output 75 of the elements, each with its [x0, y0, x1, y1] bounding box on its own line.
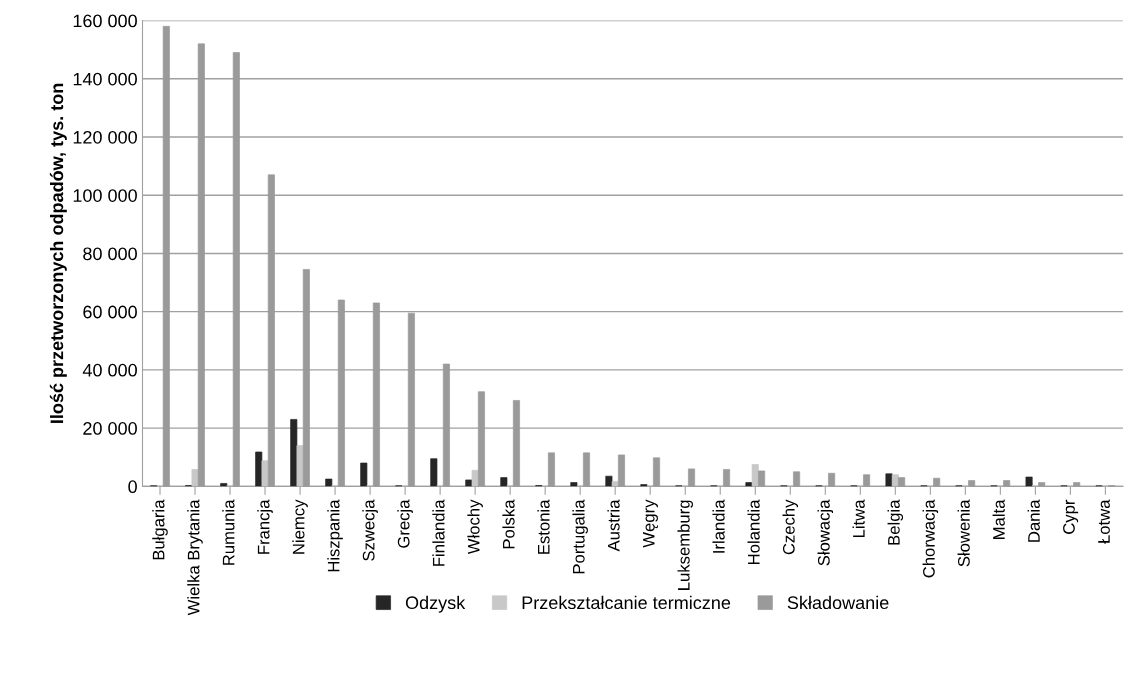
- y-tick-label: 120 000: [73, 130, 137, 144]
- bar: [547, 452, 555, 487]
- x-tick-label: Węgry: [643, 499, 658, 548]
- x-tick-label: Luksemburg: [677, 500, 693, 590]
- x-tick-label: Czechy: [782, 499, 799, 555]
- bar: [570, 482, 578, 487]
- x-tick-label: Irlandia: [712, 499, 725, 553]
- bar: [863, 474, 871, 487]
- y-tick-label: 60 000: [83, 305, 137, 319]
- bar: [891, 474, 899, 487]
- x-tick-label: Słowenia: [957, 499, 970, 567]
- bar: [751, 464, 759, 487]
- bar: [430, 458, 438, 487]
- bar: [968, 480, 976, 487]
- bar: [611, 481, 619, 487]
- x-tick-label: Litwa: [852, 499, 865, 538]
- x-tick-label: Holandia: [747, 499, 760, 564]
- bar: [255, 451, 263, 487]
- bar: [933, 477, 941, 487]
- bar: [617, 454, 625, 487]
- y-axis-title: Ilość przetworzonych odpadów, tys. ton: [49, 83, 67, 423]
- x-tick-label: Wielka Brytania: [187, 499, 203, 616]
- bar: [653, 457, 661, 487]
- x-tick-label: Niemcy: [292, 499, 308, 554]
- x-tick-label: Bułgaria: [152, 499, 168, 560]
- y-tick-label: 40 000: [82, 363, 137, 377]
- bar: [582, 452, 590, 487]
- bar: [605, 475, 613, 487]
- x-tick-label: Estonia: [537, 499, 550, 554]
- legend-label: Przekształcanie termiczne: [522, 595, 731, 610]
- x-tick-label: Łotwa: [1098, 499, 1110, 544]
- x-tick-label: Cypr: [1063, 499, 1079, 534]
- bar: [191, 469, 199, 487]
- bar: [290, 419, 298, 487]
- x-tick-label: Rumunia: [222, 499, 235, 565]
- bar: [1003, 480, 1011, 487]
- bar: [325, 478, 333, 487]
- legend-label: Odzysk: [405, 595, 466, 613]
- x-tick-label: Austria: [607, 499, 620, 552]
- bar: [360, 462, 368, 487]
- y-tick-label: 100 000: [73, 189, 137, 202]
- x-tick-label: Hiszpania: [327, 499, 343, 572]
- x-tick-label: Belgia: [887, 499, 904, 545]
- bar: [898, 477, 906, 487]
- x-tick-label: Grecja: [397, 499, 413, 548]
- bar: [296, 445, 304, 487]
- bar: [688, 468, 696, 487]
- y-tick-label: 20 000: [83, 422, 137, 435]
- bar: [758, 470, 766, 487]
- bar: [1025, 476, 1033, 487]
- legend-label: Składowanie: [787, 595, 889, 610]
- y-tick-label: 80 000: [83, 247, 137, 261]
- bar: [471, 469, 479, 487]
- bar: [793, 471, 801, 487]
- x-tick-label: Słowacja: [817, 499, 834, 566]
- bar: [1038, 482, 1046, 487]
- x-tick-label: Chorwacja: [922, 499, 939, 578]
- y-tick-label: 160 000: [73, 14, 137, 28]
- y-tick-label: 140 000: [73, 72, 137, 86]
- x-tick-label: Portugalia: [572, 499, 588, 574]
- x-tick-label: Malta: [992, 499, 1005, 539]
- x-tick-label: Dania: [1027, 499, 1040, 542]
- bar: [261, 460, 269, 487]
- bar: [828, 472, 836, 487]
- bar: [885, 473, 893, 487]
- bar: [1073, 482, 1081, 487]
- y-tick-label: 0: [128, 480, 137, 494]
- x-tick-label: Szwecja: [362, 499, 378, 561]
- bar: [220, 483, 228, 487]
- x-tick-label: Włochy: [467, 499, 483, 555]
- x-tick-label: Polska: [502, 499, 515, 549]
- bar: [723, 469, 731, 487]
- x-tick-label: Francja: [257, 499, 273, 554]
- bar: [500, 477, 508, 487]
- x-tick-label: Finlandia: [432, 499, 445, 566]
